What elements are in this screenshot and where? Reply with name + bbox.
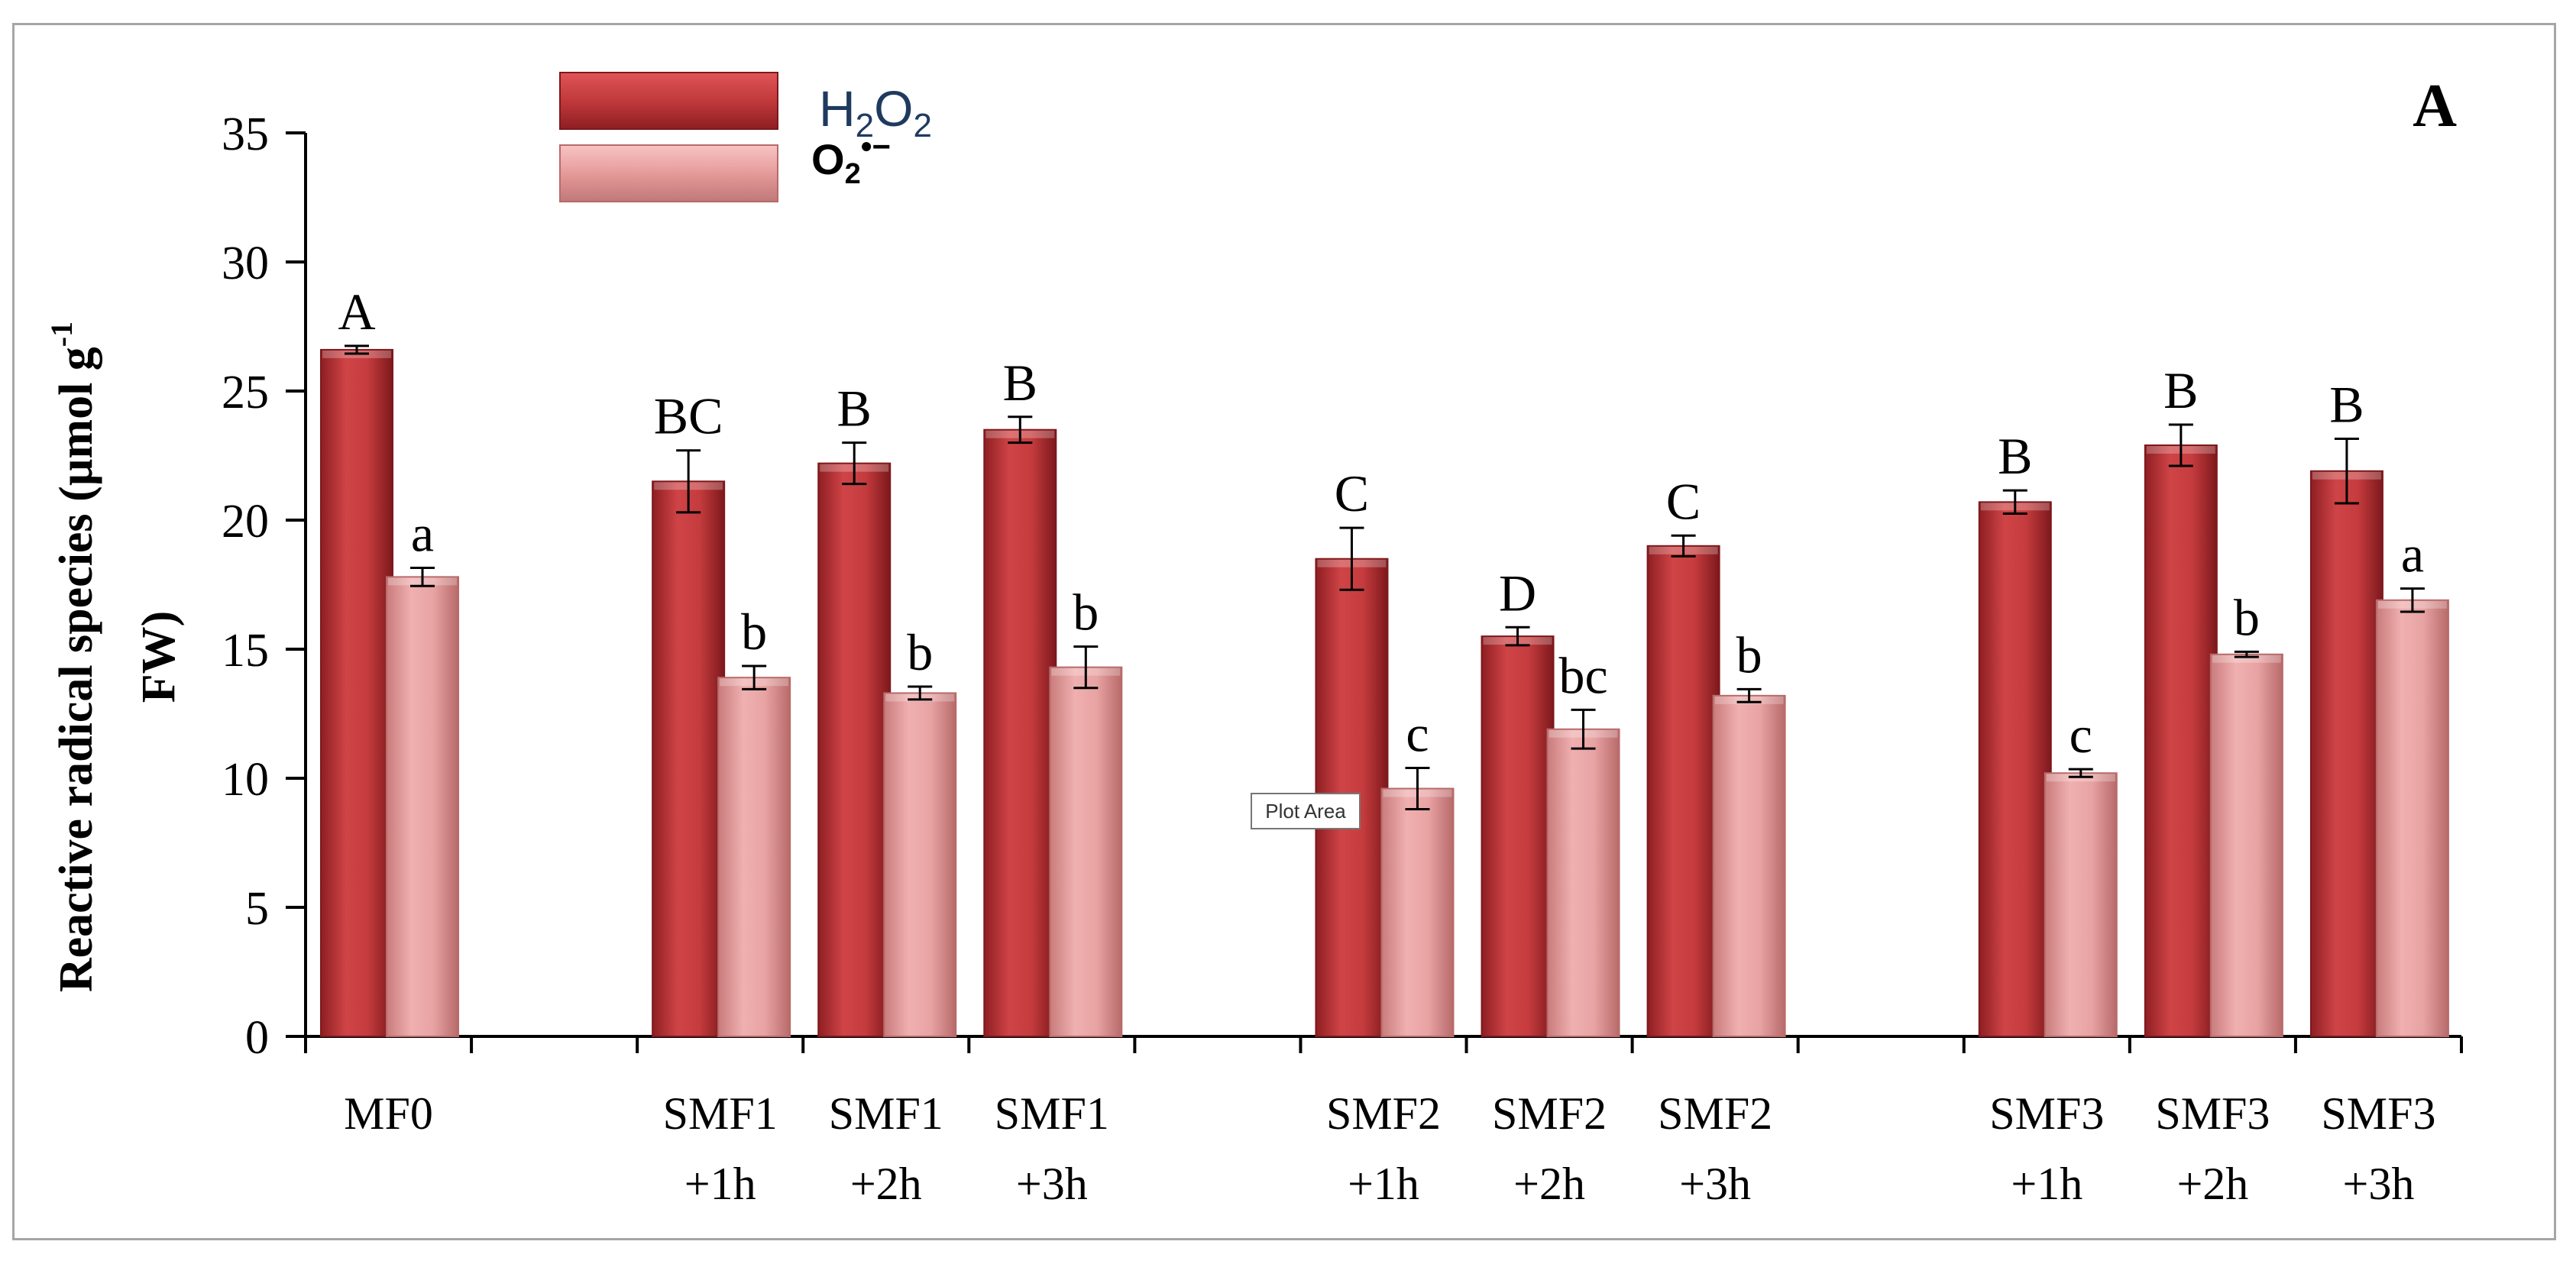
bar-superoxide	[1049, 666, 1123, 1037]
x-category-sublabel: +3h	[2343, 1159, 2415, 1209]
axes: 0 5 10 15 20 25 30 35	[222, 108, 2463, 1064]
x-category-sublabel: +1h	[2011, 1159, 2082, 1209]
plot-area-tooltip: Plot Area	[1251, 793, 1361, 829]
y-axis-title-line2: FW)	[133, 611, 185, 703]
legend-label-superoxide: O2•−	[811, 128, 891, 190]
significance-letter: B	[1998, 427, 2032, 485]
bar-superoxide	[386, 576, 459, 1037]
significance-letter: b	[1736, 626, 1762, 684]
significance-letter: bc	[1558, 646, 1607, 704]
y-tick-label: 5	[245, 883, 269, 935]
x-category-label: SMF2	[1326, 1088, 1441, 1139]
significance-letter: A	[338, 283, 375, 341]
significance-letter: B	[1003, 354, 1037, 412]
significance-letter: a	[411, 505, 434, 563]
significance-letter: b	[1073, 584, 1099, 642]
significance-letter: C	[1666, 472, 1701, 530]
significance-letter: b	[2234, 588, 2260, 646]
significance-letter: C	[1335, 464, 1369, 522]
bar-superoxide	[1380, 787, 1455, 1038]
y-axis-title-sup: -1	[44, 322, 79, 347]
significance-letter: b	[907, 623, 933, 681]
x-category-sublabel: +3h	[1016, 1159, 1088, 1209]
tooltip-text: Plot Area	[1265, 800, 1346, 823]
significance-letter: B	[2329, 376, 2364, 434]
x-category-sublabel: +2h	[1513, 1159, 1585, 1209]
panel-label: A	[2413, 73, 2457, 140]
y-tick-label: 15	[222, 625, 269, 677]
x-category-label: SMF2	[1492, 1088, 1607, 1139]
bar-superoxide	[1546, 728, 1620, 1038]
bar-superoxide	[2375, 599, 2449, 1037]
x-category-label: SMF3	[1989, 1088, 2104, 1139]
y-axis-title: Reactive radical species (µmol g-1	[44, 322, 102, 992]
x-category-label: SMF1	[829, 1088, 943, 1139]
x-category-label: SMF1	[995, 1088, 1109, 1139]
legend-swatch-h2o2	[559, 72, 778, 130]
y-tick-label: 35	[222, 108, 269, 160]
bars	[320, 344, 2449, 1038]
bar-superoxide	[717, 677, 791, 1037]
significance-letter: BC	[654, 387, 723, 445]
significance-letter: B	[2163, 361, 2198, 419]
significance-letter: c	[1406, 704, 1429, 762]
bar-h2o2	[2144, 444, 2218, 1037]
x-category-label: SMF1	[663, 1088, 778, 1139]
x-category-sublabel: +2h	[850, 1159, 922, 1209]
bar-h2o2	[652, 480, 726, 1037]
labels: AaMF0BCbSMF1+1hBbSMF1+2hBbSMF1+3hCcSMF2+…	[338, 283, 2435, 1209]
significance-letter: a	[2401, 525, 2424, 584]
x-category-label: SMF3	[2155, 1088, 2270, 1139]
bar-h2o2	[1481, 635, 1555, 1037]
x-category-label: SMF2	[1658, 1088, 1772, 1139]
bar-h2o2	[2309, 470, 2383, 1037]
bar-superoxide	[2209, 653, 2283, 1037]
bar-h2o2	[1978, 501, 2052, 1037]
significance-letter: b	[741, 603, 767, 661]
y-axis-title-line1: Reactive radical species (µmol g	[50, 347, 102, 992]
bar-h2o2	[1646, 545, 1720, 1037]
x-category-label: SMF3	[2321, 1088, 2435, 1139]
legend-swatch-superoxide	[559, 144, 778, 202]
x-category-label: MF0	[344, 1088, 433, 1139]
chart-frame	[12, 23, 2556, 1240]
y-tick-label: 30	[222, 238, 269, 289]
significance-letter: D	[1499, 564, 1536, 622]
bar-superoxide	[1712, 694, 1786, 1038]
y-tick-label: 25	[222, 367, 269, 419]
bar-h2o2	[983, 428, 1057, 1037]
bar-h2o2	[320, 348, 393, 1038]
x-category-sublabel: +1h	[1348, 1159, 1419, 1209]
y-tick-label: 10	[222, 754, 269, 806]
y-tick-label: 20	[222, 496, 269, 548]
significance-letter: B	[837, 380, 872, 438]
x-category-sublabel: +3h	[1679, 1159, 1751, 1209]
bar-highlight	[2212, 655, 2281, 663]
x-category-sublabel: +1h	[684, 1159, 756, 1209]
bar-superoxide	[2044, 772, 2118, 1037]
x-category-sublabel: +2h	[2176, 1159, 2248, 1209]
bar-superoxide	[883, 692, 957, 1038]
y-tick-label: 0	[245, 1012, 269, 1064]
bar-h2o2	[817, 462, 892, 1037]
legend: H2O2 O2•−	[559, 72, 932, 202]
legend-label-h2o2: H2O2	[819, 80, 932, 144]
significance-letter: c	[2070, 706, 2092, 764]
